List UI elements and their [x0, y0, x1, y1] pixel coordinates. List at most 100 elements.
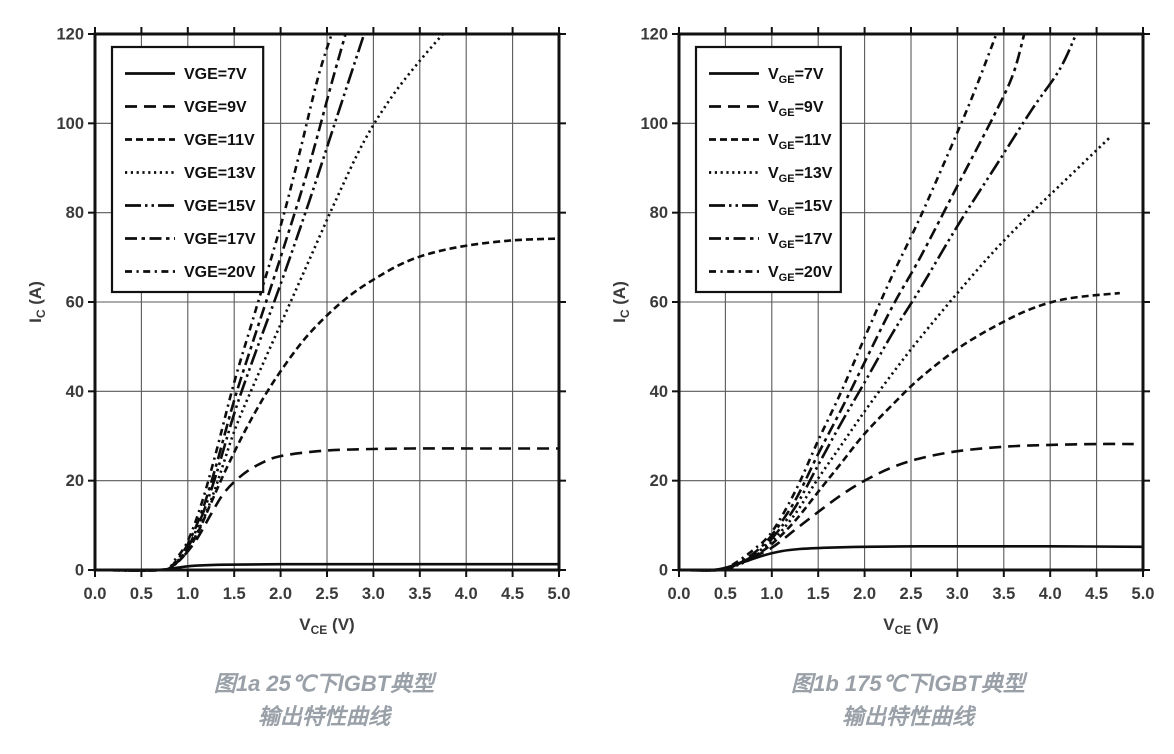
label-post: (A) — [26, 281, 45, 309]
x-axis-label: VCE (V) — [299, 615, 354, 637]
y-tick-label: 0 — [659, 562, 668, 580]
curves — [678, 33, 1144, 572]
curve-vge-20v — [678, 33, 998, 572]
legend-label: VGE=9V — [768, 99, 824, 119]
curve-vge-11v — [94, 237, 560, 572]
legend-label: VGE=7V — [184, 66, 247, 83]
axis-ticks — [672, 27, 1150, 577]
x-tick-label: 0.0 — [668, 585, 691, 603]
legend: VGE=7V VGE=9V VGE=11V VGE=13V VGE=15V VGE=17V… — [110, 45, 265, 294]
legend-label: VGE=11V — [768, 132, 832, 152]
y-tick-label: 20 — [650, 472, 668, 490]
x-tick-label: 2.5 — [316, 585, 339, 603]
x-tick-label: 5.0 — [1132, 585, 1155, 603]
x-axis-label: VCE (V) — [883, 615, 938, 637]
x-tick-label: 4.0 — [1039, 585, 1062, 603]
curve-vge-20v — [94, 33, 333, 572]
label-main: VGE=9V — [184, 99, 247, 116]
label-subscript: CE — [895, 623, 912, 637]
y-tick-label: 60 — [650, 294, 668, 312]
label-subscript: GE — [779, 173, 795, 185]
label-subscript: GE — [779, 74, 795, 86]
curve-vge-9v — [678, 442, 1134, 572]
caption-line-2: 输出特性曲线 — [257, 704, 390, 729]
label-subscript: GE — [779, 140, 795, 152]
legend-label: VGE=13V — [768, 165, 833, 185]
curves — [94, 33, 560, 572]
y-tick-label: 80 — [66, 204, 84, 222]
x-tick-label: 1.0 — [760, 585, 783, 603]
x-tick-label: 3.5 — [992, 585, 1015, 603]
x-tick-label: 2.0 — [853, 585, 876, 603]
x-tick-label: 0.5 — [130, 585, 153, 603]
legend-label: VGE=13V — [184, 165, 256, 182]
x-tick-label: 5.0 — [548, 585, 571, 603]
label-post: (V) — [911, 615, 938, 634]
x-tick-label: 1.0 — [176, 585, 199, 603]
y-tick-label: 80 — [650, 204, 668, 222]
label-main: V — [883, 615, 895, 634]
label-main: VGE=7V — [184, 66, 247, 83]
label-main: VGE=17V — [184, 231, 256, 248]
label-subscript: GE — [779, 107, 795, 119]
label-main: V — [768, 264, 779, 281]
curve-vge-11v — [678, 291, 1120, 572]
label-subscript: GE — [779, 239, 795, 251]
label-main: V — [768, 165, 779, 182]
label-main: VGE=15V — [184, 198, 256, 215]
caption-line-1: 图1a 25℃下IGBT典型 — [213, 671, 435, 696]
y-tick-label: 40 — [66, 383, 84, 401]
figure-caption-25c: 图1a 25℃下IGBT典型 输出特性曲线 — [15, 667, 575, 733]
x-tick-label: 1.5 — [223, 585, 246, 603]
legend-label: VGE=11V — [184, 132, 255, 149]
label-main: V — [768, 231, 779, 248]
x-tick-label: 3.0 — [946, 585, 969, 603]
legend-label: VGE=7V — [768, 66, 824, 86]
legend-label: VGE=9V — [184, 99, 247, 116]
figure-1a-25c: 0.0 0.5 1.0 1.5 2.0 2.5 3.0 3.5 4.0 4.5 5.0 0 20 40 60… — [15, 14, 575, 733]
label-main: VGE=20V — [184, 264, 256, 281]
x-tick-label: 3.5 — [408, 585, 431, 603]
label-post: =7V — [795, 66, 824, 83]
figure-1b-175c: 0.0 0.5 1.0 1.5 2.0 2.5 3.0 3.5 4.0 4.5 5.0 0 20 40 60… — [599, 14, 1159, 733]
label-subscript: GE — [779, 206, 795, 218]
y-tick-label: 0 — [75, 562, 84, 580]
x-tick-label: 0.5 — [714, 585, 737, 603]
axis-ticks — [88, 27, 566, 577]
legend-label: VGE=15V — [184, 198, 256, 215]
label-post: =17V — [795, 231, 833, 248]
x-tick-label: 4.5 — [501, 585, 524, 603]
label-main: V — [768, 99, 779, 116]
output-characteristics-chart-25c: 0.0 0.5 1.0 1.5 2.0 2.5 3.0 3.5 4.0 4.5 5.0 0 20 40 60… — [26, 26, 571, 638]
curve-vge-15v — [678, 33, 1078, 572]
label-main: V — [299, 615, 311, 634]
label-post: =13V — [795, 165, 833, 182]
y-axis-label: IC (A) — [26, 281, 48, 323]
x-tick-label: 1.5 — [807, 585, 830, 603]
curve-vge-17v — [678, 33, 1026, 572]
curve-vge-17v — [94, 33, 347, 572]
legend-label: VGE=17V — [184, 231, 256, 248]
figure-caption-175c: 图1b 175℃下IGBT典型 输出特性曲线 — [599, 667, 1159, 733]
label-subscript: GE — [779, 272, 795, 284]
label-main: V — [768, 132, 779, 149]
label-post: =9V — [795, 99, 824, 116]
label-main: V — [768, 198, 779, 215]
legend-label: VGE=15V — [768, 198, 833, 218]
figures-row: 0.0 0.5 1.0 1.5 2.0 2.5 3.0 3.5 4.0 4.5 5.0 0 20 40 60… — [15, 14, 1159, 733]
grid — [95, 34, 559, 570]
caption-line-1: 图1b 175℃下IGBT典型 — [791, 671, 1025, 696]
label-post: (A) — [610, 281, 629, 309]
y-tick-label: 120 — [56, 26, 84, 44]
legend: VGE=7VVGE=9VVGE=11VVGE=13VVGE=15VVGE=17V… — [694, 45, 842, 294]
y-tick-label: 100 — [640, 115, 668, 133]
x-tick-label: 3.0 — [362, 585, 385, 603]
x-tick-label: 2.5 — [900, 585, 923, 603]
output-characteristics-chart-175c: 0.0 0.5 1.0 1.5 2.0 2.5 3.0 3.5 4.0 4.5 5.0 0 20 40 60… — [610, 26, 1155, 638]
y-tick-label: 120 — [640, 26, 668, 44]
curve-vge-15v — [94, 33, 366, 572]
y-tick-label: 20 — [66, 472, 84, 490]
x-tick-label: 0.0 — [84, 585, 107, 603]
label-main: VGE=11V — [184, 132, 255, 149]
caption-line-2: 输出特性曲线 — [841, 704, 974, 729]
